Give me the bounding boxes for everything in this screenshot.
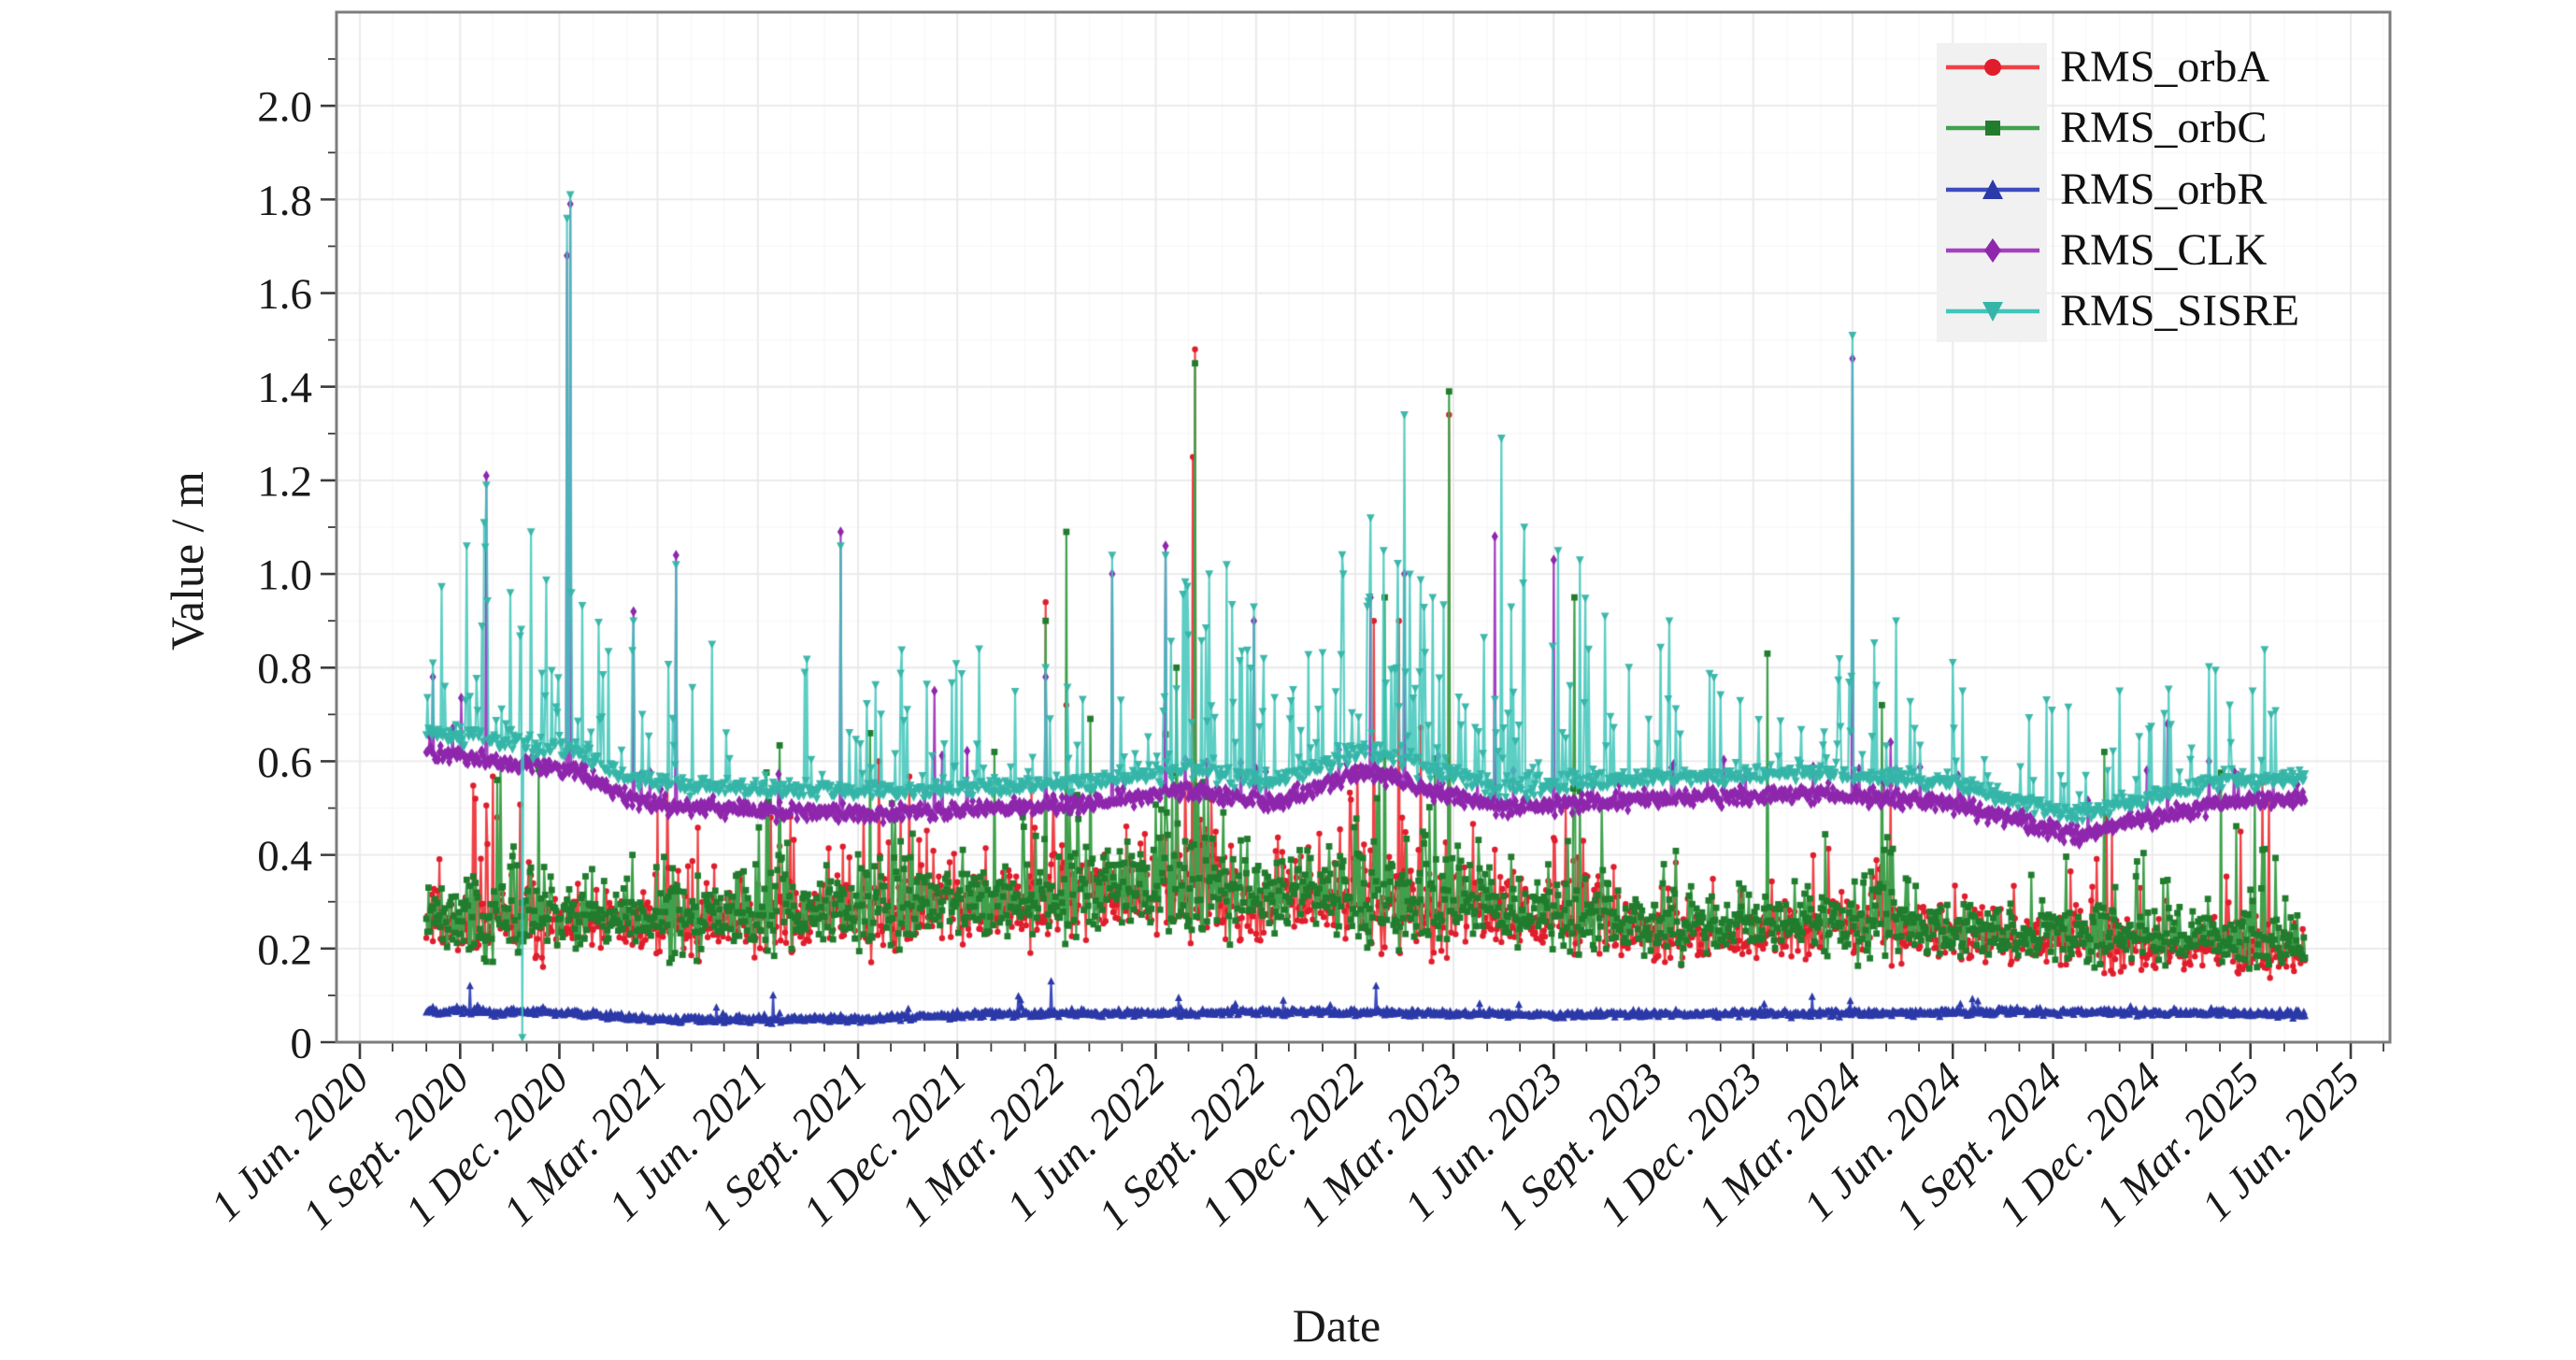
x-tick-label: 1 Jun. 2021 — [599, 1053, 776, 1230]
x-tick-label: 1 Sept. 2020 — [293, 1053, 479, 1238]
x-tick-label: 1 Sept. 2023 — [1487, 1053, 1672, 1238]
legend-item-RMS_SISRE: RMS_SISRE — [1935, 286, 2300, 336]
x-tick-label: 1 Sept. 2022 — [1089, 1053, 1274, 1238]
legend-item-RMS_CLK: RMS_CLK — [1935, 224, 2268, 275]
y-tick-label: 2.0 — [257, 83, 312, 132]
y-tick-label: 1.0 — [257, 551, 312, 600]
x-tick-label: 1 Dec. 2022 — [1192, 1053, 1373, 1235]
y-tick-label: 0.6 — [257, 738, 312, 787]
y-tick-label: 0 — [291, 1019, 313, 1067]
legend-item-RMS_orbR: RMS_orbR — [1935, 164, 2268, 214]
x-tick-label: 1 Jun. 2022 — [997, 1053, 1174, 1230]
x-tick-label: 1 Jun. 2024 — [1795, 1053, 1971, 1230]
x-tick-label: 1 Sept. 2024 — [1886, 1053, 2071, 1238]
legend-label: RMS_orbC — [2060, 103, 2268, 153]
x-tick-label: 1 Jun. 2023 — [1395, 1053, 1572, 1230]
legend-label: RMS_CLK — [2060, 224, 2268, 275]
legend-swatch-RMS_orbR — [1946, 179, 2039, 199]
x-tick-label: 1 Dec. 2023 — [1590, 1053, 1771, 1235]
x-tick-label: 1 Sept. 2021 — [691, 1053, 876, 1238]
legend-item-RMS_orbC: RMS_orbC — [1935, 103, 2268, 153]
legend: RMS_orbA RMS_orbC RMS_orbR RMS_CLK RMS_SISRE — [1935, 37, 2383, 346]
legend-label: RMS_orbR — [2060, 164, 2268, 214]
x-tick-label: 1 Mar. 2022 — [892, 1053, 1073, 1235]
legend-label: RMS_SISRE — [2060, 286, 2300, 336]
y-tick-label: 0.2 — [257, 925, 312, 974]
x-axis-title: Date — [1292, 1299, 1381, 1352]
x-tick-label: 1 Mar. 2021 — [494, 1053, 675, 1235]
y-tick-label: 0.4 — [257, 832, 312, 880]
x-tick-label: 1 Dec. 2021 — [794, 1053, 975, 1235]
legend-item-RMS_orbA: RMS_orbA — [1935, 42, 2270, 92]
legend-swatch-RMS_CLK — [1946, 237, 2039, 263]
x-tick-label: 1 Dec. 2024 — [1989, 1053, 2170, 1235]
x-tick-label: 1 Jun. 2025 — [2192, 1053, 2368, 1230]
x-tick-label: 1 Mar. 2025 — [2087, 1053, 2268, 1235]
y-tick-label: 1.4 — [257, 364, 312, 412]
y-tick-label: 1.6 — [257, 270, 312, 319]
x-tick-label: 1 Mar. 2024 — [1689, 1053, 1870, 1235]
legend-swatch-RMS_SISRE — [1946, 302, 2039, 322]
legend-swatch-RMS_orbC — [1946, 121, 2039, 136]
y-tick-label: 0.8 — [257, 645, 312, 694]
y-tick-label: 1.2 — [257, 457, 312, 506]
y-axis-title: Value / m — [161, 471, 213, 651]
x-tick-label: 1 Mar. 2023 — [1290, 1053, 1471, 1235]
legend-label: RMS_orbA — [2060, 42, 2270, 92]
y-tick-label: 1.8 — [257, 177, 312, 225]
x-tick-label: 1 Dec. 2020 — [395, 1053, 577, 1235]
x-tick-label: 1 Jun. 2020 — [201, 1053, 378, 1230]
legend-swatch-RMS_orbA — [1946, 59, 2039, 76]
